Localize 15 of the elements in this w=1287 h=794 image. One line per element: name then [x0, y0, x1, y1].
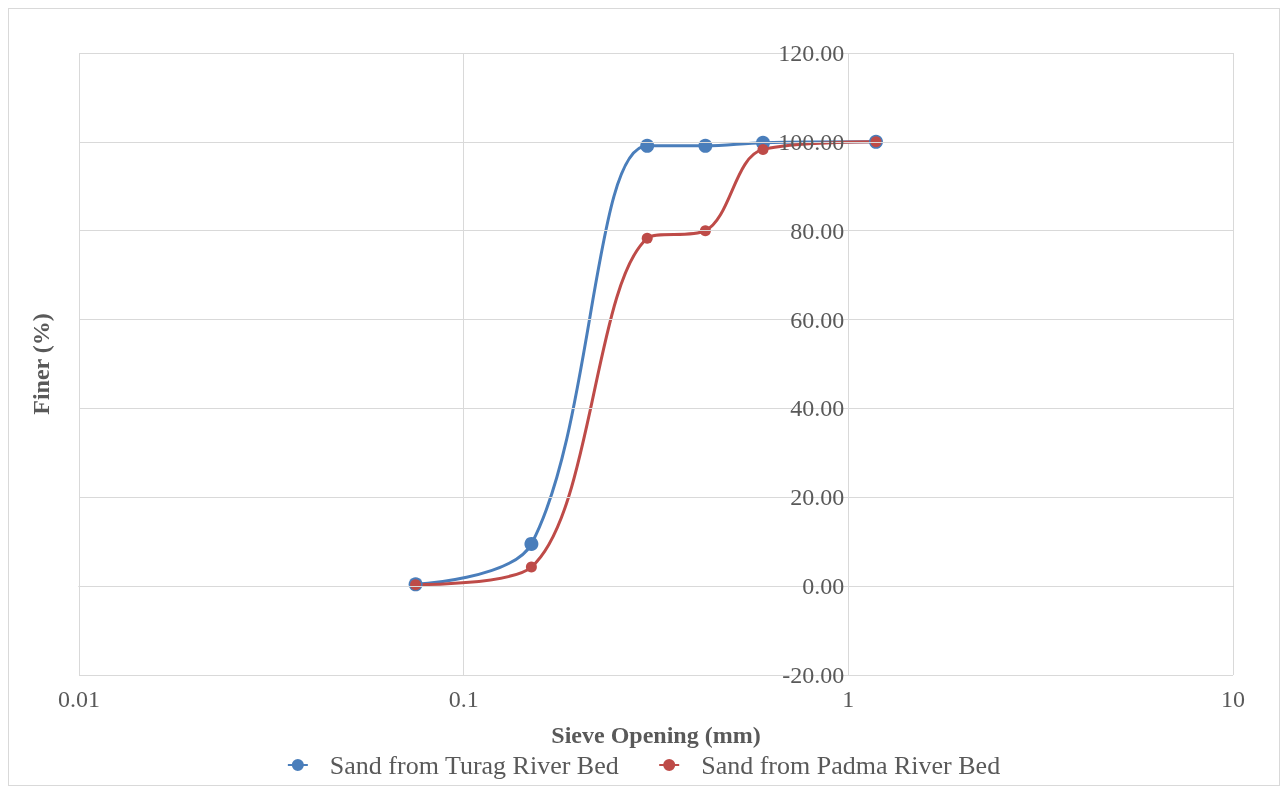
x-axis-title: Sieve Opening (mm) — [551, 722, 761, 748]
y-tick-label: 60.00 — [790, 306, 845, 333]
y-axis-title: Finer (%) — [28, 313, 54, 415]
y-tick-label: -20.00 — [782, 662, 845, 688]
x-tick-label: 1 — [842, 686, 855, 712]
y-tick-label: 120.00 — [778, 40, 845, 66]
legend-label: Sand from Turag River Bed — [329, 750, 619, 780]
x-tick-label: 0.1 — [448, 686, 479, 712]
legend-label: Sand from Padma River Bed — [701, 750, 1001, 780]
y-tick-label: 0.00 — [802, 573, 845, 600]
y-tick-label: 40.00 — [790, 395, 845, 422]
x-tick-label: 0.01 — [58, 686, 100, 712]
y-tick-label: 80.00 — [790, 217, 845, 244]
y-tick-label: 20.00 — [790, 484, 845, 511]
x-tick-label: 10 — [1221, 686, 1245, 712]
